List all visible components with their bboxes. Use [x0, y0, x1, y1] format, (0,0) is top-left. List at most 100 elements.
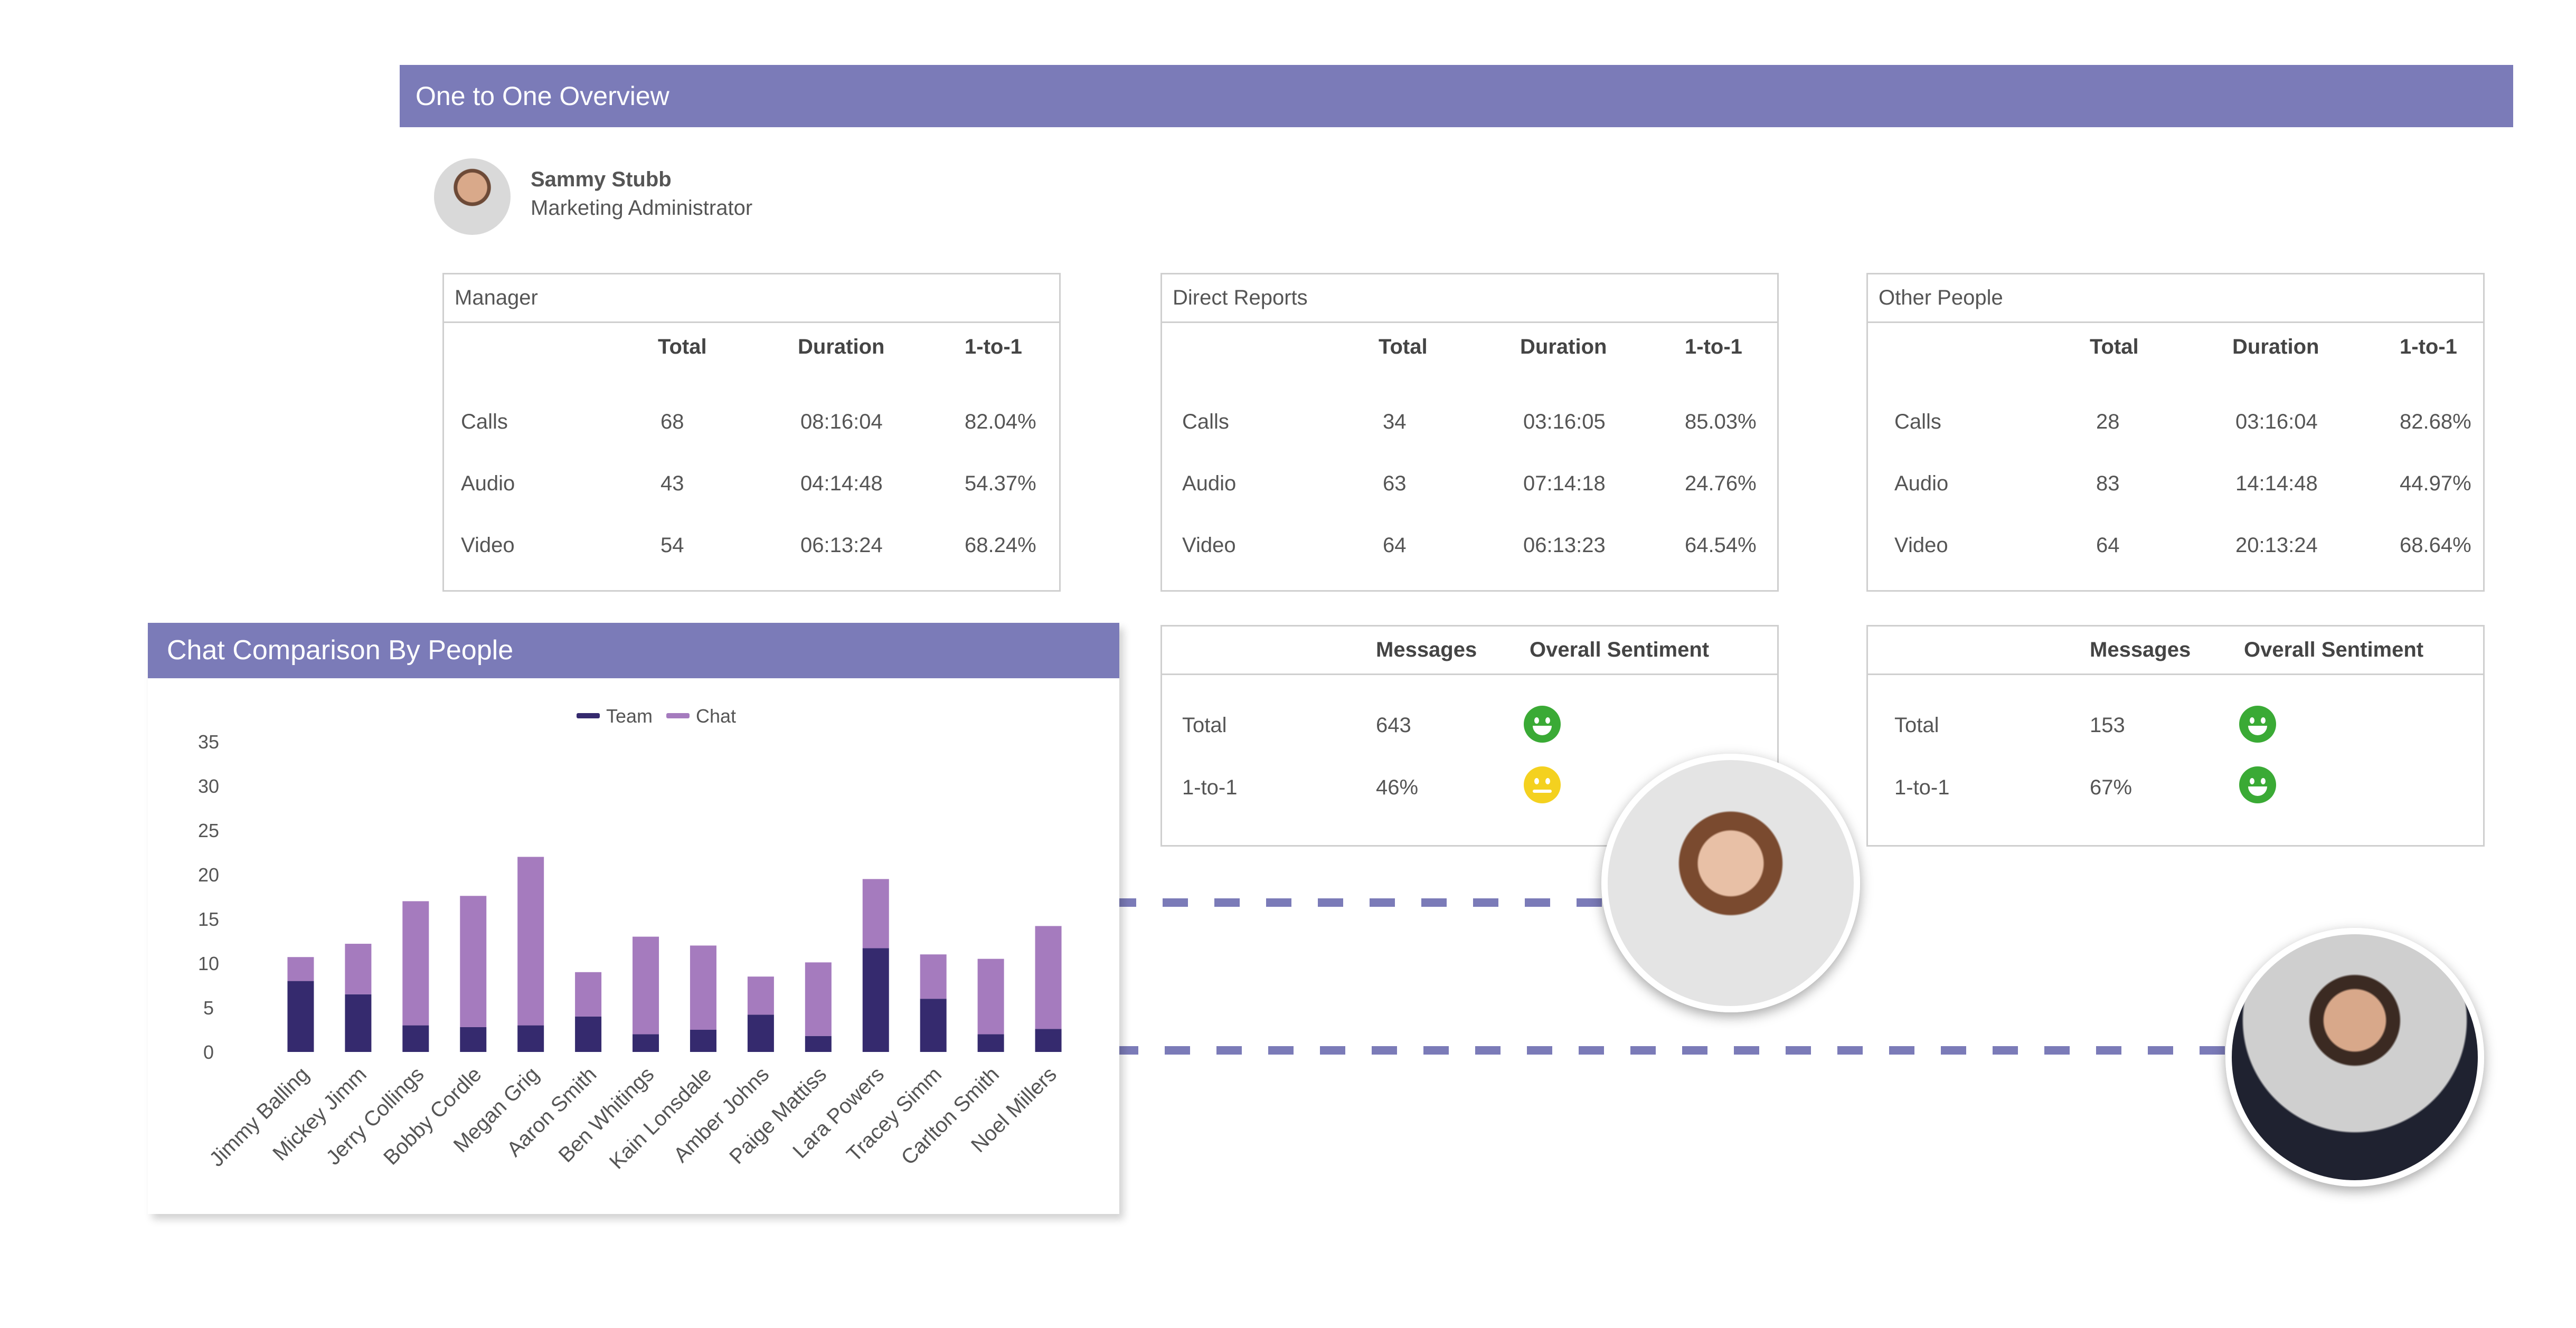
column-header-total: Total [658, 335, 707, 358]
row-label: Calls [461, 410, 508, 433]
row-label: Audio [1182, 472, 1237, 495]
row-label: Video [1894, 534, 1948, 557]
row-messages: 46% [1376, 776, 1419, 799]
column-header-duration: Duration [1520, 335, 1607, 358]
bar-chat [517, 857, 544, 1026]
row-one-to-one: 82.68% [2400, 410, 2471, 433]
bar-chat [805, 962, 832, 1036]
row-total: 28 [2096, 410, 2120, 433]
row-messages: 153 [2090, 714, 2125, 737]
row-total: 43 [660, 472, 684, 495]
legend-label: Chat [696, 705, 736, 727]
bar-team [862, 948, 889, 1052]
woman-photo [1601, 754, 1860, 1012]
row-duration: 08:16:04 [800, 410, 883, 433]
bar-chat [690, 945, 716, 1030]
y-tick-label: 25 [198, 820, 219, 841]
bar-chat [747, 976, 774, 1015]
x-tick-label: Jerry Collings [322, 1063, 428, 1169]
bar-team [920, 999, 947, 1052]
divider [1868, 674, 2483, 675]
bar-team [345, 994, 372, 1052]
column-header-sentiment: Overall Sentiment [1530, 638, 1710, 661]
row-one-to-one: 85.03% [1685, 410, 1757, 433]
row-duration: 06:13:24 [800, 534, 883, 557]
panel-title: Direct Reports [1162, 274, 1777, 323]
row-duration: 04:14:48 [800, 472, 883, 495]
row-total: 68 [660, 410, 684, 433]
y-tick-label: 20 [198, 864, 219, 886]
happy-face-icon [2239, 706, 2276, 743]
divider [1162, 674, 1777, 675]
happy-face-icon [1524, 706, 1561, 743]
user-role: Marketing Administrator [531, 196, 753, 220]
row-total: 63 [1383, 472, 1407, 495]
row-duration: 03:16:04 [2235, 410, 2318, 433]
bar-chat [345, 944, 372, 994]
y-tick-label: 35 [198, 731, 219, 753]
y-tick-label: 10 [198, 953, 219, 974]
row-one-to-one: 64.54% [1685, 534, 1757, 557]
row-duration: 14:14:48 [2235, 472, 2318, 495]
column-header-messages: Messages [1376, 638, 1477, 661]
row-label: Audio [461, 472, 515, 495]
row-total: 83 [2096, 472, 2120, 495]
column-header-one-to-one: 1-to-1 [1685, 335, 1742, 358]
column-header-sentiment: Overall Sentiment [2244, 638, 2424, 661]
page-title: One to One Overview [416, 81, 669, 111]
column-header-duration: Duration [2232, 335, 2319, 358]
bar-team [517, 1025, 544, 1052]
row-label: Calls [1182, 410, 1229, 433]
other-people-panel: Other People Total Duration 1-to-1 Calls… [1866, 273, 2485, 592]
row-messages: 67% [2090, 776, 2132, 799]
bar-chat [862, 879, 889, 948]
bar-chat [920, 954, 947, 999]
y-tick-label: 30 [198, 775, 219, 797]
chart-title: Chat Comparison By People [148, 623, 1119, 678]
direct-reports-sentiment-panel: Messages Overall Sentiment Total 643 1-t… [1160, 625, 1779, 847]
chat-comparison-card: Chat Comparison By People 0 5 10 15 20 25 30 35… [148, 623, 1119, 1214]
row-label: Total [1182, 714, 1227, 737]
row-one-to-one: 54.37% [965, 472, 1036, 495]
column-header-one-to-one: 1-to-1 [965, 335, 1022, 358]
user-name: Sammy Stubb [531, 168, 672, 191]
bar-chat [977, 959, 1004, 1035]
row-total: 34 [1383, 410, 1407, 433]
legend-swatch [577, 713, 600, 718]
column-header-messages: Messages [2090, 638, 2191, 661]
bar-chat [402, 901, 429, 1026]
bar-team [977, 1034, 1004, 1052]
column-header-one-to-one: 1-to-1 [2400, 335, 2457, 358]
x-tick-label: Carlton Smith [897, 1063, 1004, 1169]
row-one-to-one: 68.24% [965, 534, 1036, 557]
row-total: 64 [2096, 534, 2120, 557]
row-total: 64 [1383, 534, 1407, 557]
bar-team [460, 1027, 487, 1052]
row-label: Audio [1894, 472, 1949, 495]
legend-label: Team [606, 705, 653, 727]
man-photo [2225, 928, 2484, 1187]
avatar[interactable] [434, 158, 511, 235]
row-duration: 03:16:05 [1523, 410, 1606, 433]
happy-face-icon [2239, 766, 2276, 803]
y-tick-label: 0 [203, 1041, 214, 1063]
bar-team [402, 1025, 429, 1052]
column-header-duration: Duration [798, 335, 885, 358]
bar-team [287, 981, 314, 1052]
bar-chat [1035, 926, 1062, 1029]
page-header: One to One Overview [400, 65, 2513, 127]
legend-swatch [666, 713, 690, 718]
row-duration: 20:13:24 [2235, 534, 2318, 557]
other-people-sentiment-panel: Messages Overall Sentiment Total 153 1-t… [1866, 625, 2485, 847]
row-label: Video [1182, 534, 1236, 557]
row-messages: 643 [1376, 714, 1411, 737]
bar-chat [575, 972, 602, 1017]
bar-chat [460, 896, 487, 1027]
column-header-total: Total [2090, 335, 2139, 358]
x-tick-label: Jimmy Balling [205, 1063, 314, 1171]
bar-chat [633, 936, 659, 1035]
neutral-face-icon [1524, 766, 1561, 803]
direct-reports-panel: Direct Reports Total Duration 1-to-1 Cal… [1160, 273, 1779, 592]
row-label: 1-to-1 [1894, 776, 1950, 799]
